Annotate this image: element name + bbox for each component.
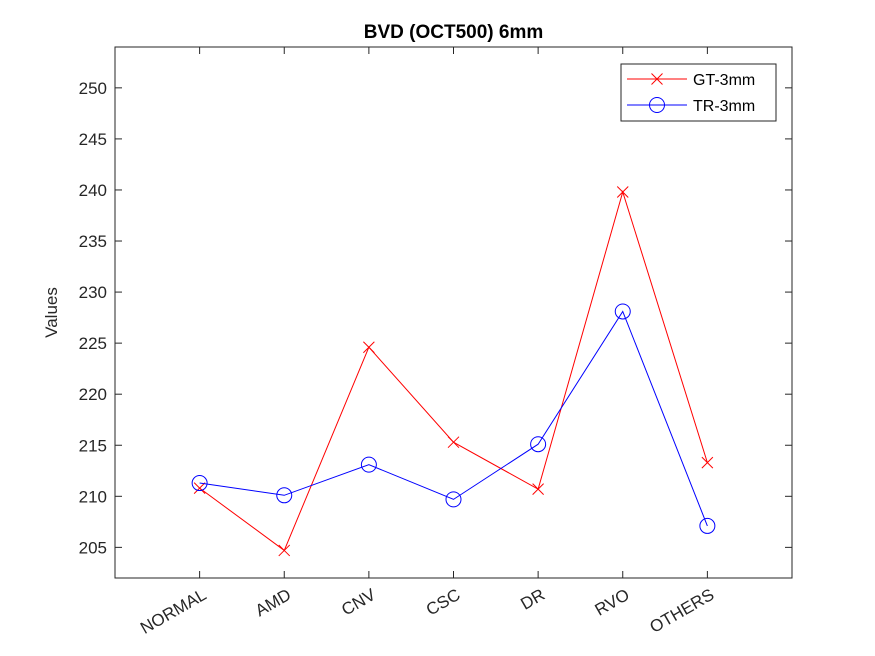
data-point: [193, 482, 206, 494]
x-tick-label: CNV: [338, 585, 379, 620]
plot-area: [114, 46, 793, 579]
data-point: [530, 436, 547, 453]
x-tick-label: NORMAL: [137, 585, 209, 638]
data-point: [276, 487, 293, 504]
x-tick-label: DR: [517, 585, 548, 614]
x-tick-label: RVO: [592, 585, 633, 620]
legend: GT-3mm TR-3mm: [620, 63, 777, 122]
y-tick-label: 210: [79, 487, 107, 506]
series-layer: [191, 186, 716, 557]
data-point: [614, 303, 631, 320]
y-tick-label: 240: [79, 181, 107, 200]
y-axis-label: Values: [42, 287, 61, 338]
y-tick-label: 220: [79, 385, 107, 404]
y-tick-label: 225: [79, 334, 107, 353]
legend-label: TR-3mm: [693, 98, 755, 115]
x-tick-label: CSC: [423, 585, 464, 619]
legend-marker: [649, 97, 665, 113]
legend-box: [620, 63, 777, 122]
y-tick-label: 250: [79, 79, 107, 98]
y-axis: 205 210 215 220 225 230 235 240 245 250: [79, 79, 792, 557]
legend-marker: [651, 73, 663, 85]
data-point: [699, 517, 716, 534]
x-tick-label: AMD: [252, 585, 294, 620]
y-tick-label: 245: [79, 130, 107, 149]
y-tick-label: 205: [79, 538, 107, 557]
y-tick-label: 215: [79, 436, 107, 455]
data-point: [447, 436, 460, 449]
data-point: [191, 475, 208, 492]
data-point: [360, 456, 377, 473]
x-tick-label: OTHERS: [647, 585, 718, 637]
data-point: [701, 456, 714, 469]
data-point: [445, 491, 462, 508]
chart-title: BVD (OCT500) 6mm: [364, 22, 544, 43]
data-point: [616, 186, 629, 198]
data-point: [278, 544, 291, 557]
series-line: [199, 310, 708, 527]
y-tick-label: 235: [79, 232, 107, 251]
legend-label: GT-3mm: [693, 72, 755, 89]
y-tick-label: 230: [79, 283, 107, 302]
data-point: [363, 341, 375, 354]
data-point: [532, 483, 544, 496]
